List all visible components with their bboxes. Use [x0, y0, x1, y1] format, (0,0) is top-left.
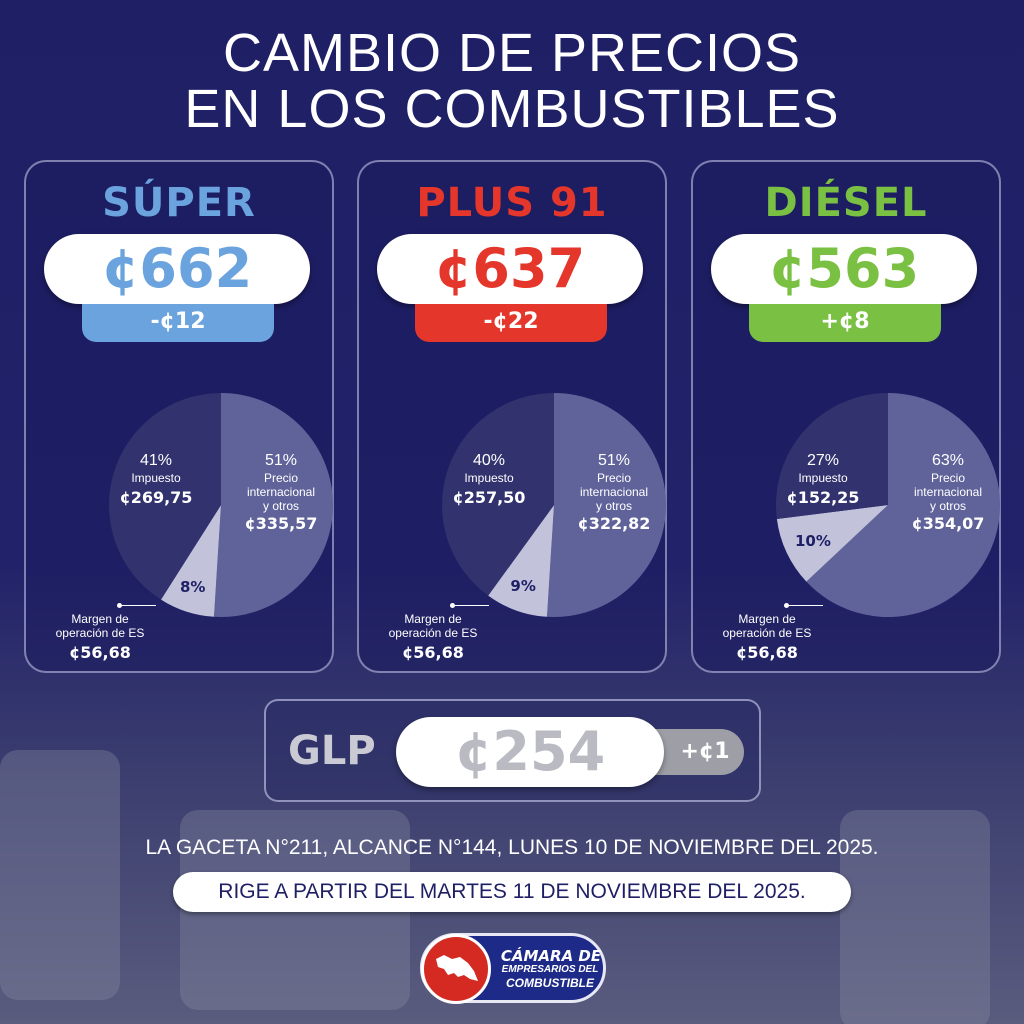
price-change-badge: -¢22	[415, 304, 607, 342]
logo-text-line2: EMPRESARIOS DEL	[501, 964, 599, 975]
margen-text1: Margen de	[738, 612, 796, 626]
effective-date-banner: RIGE A PARTIR DEL MARTES 11 DE NOVIEMBRE…	[173, 872, 851, 912]
precio-text3: y otros	[929, 499, 966, 513]
impuesto-text: Impuesto	[131, 471, 181, 485]
pie-slice-precio	[213, 393, 334, 617]
leader-dot	[117, 603, 122, 608]
precio-percent: 51%	[597, 452, 631, 469]
camara-logo: CÁMARA DE EMPRESARIOS DEL COMBUSTIBLE	[420, 933, 606, 1004]
pie-slice-margen	[160, 505, 221, 617]
impuesto-text: Impuesto	[464, 471, 514, 485]
margen-text2: operación de ES	[388, 626, 478, 640]
leader-dot	[784, 603, 789, 608]
gaceta-reference: LA GACETA N°211, ALCANCE N°144, LUNES 10…	[145, 836, 879, 859]
precio-amount: ¢335,57	[244, 514, 318, 533]
fuel-card: SÚPER ¢662 -¢12 41% Impuesto ¢269,75 51%…	[24, 160, 334, 673]
precio-text3: y otros	[262, 499, 299, 513]
precio-amount: ¢322,82	[577, 514, 651, 533]
impuesto-percent: 41%	[139, 452, 173, 469]
impuesto-amount: ¢269,75	[119, 488, 193, 507]
logo-text-line3: COMBUSTIBLE	[506, 976, 594, 990]
impuesto-label: 27% Impuesto ¢152,25	[775, 452, 871, 507]
glp-name: GLP	[288, 728, 376, 774]
margen-label: Margen de operación de ES ¢56,68	[717, 612, 817, 662]
fuel-card: DIÉSEL ¢563 +¢8 27% Impuesto ¢152,25 63%…	[691, 160, 1001, 673]
margen-percent: 8%	[180, 578, 206, 597]
impuesto-label: 41% Impuesto ¢269,75	[108, 452, 204, 507]
impuesto-percent: 40%	[472, 452, 506, 469]
pie-slice-impuesto	[776, 393, 888, 520]
costa-rica-map-icon	[421, 934, 491, 1004]
precio-text2: internacional	[913, 485, 983, 499]
margen-percent: 9%	[510, 577, 536, 596]
leader-line	[788, 605, 823, 606]
impuesto-percent: 27%	[806, 452, 840, 469]
margen-text1: Margen de	[71, 612, 129, 626]
pie-slice-margen	[776, 505, 888, 582]
margen-text1: Margen de	[404, 612, 462, 626]
precio-percent: 51%	[264, 452, 298, 469]
precio-text2: internacional	[246, 485, 316, 499]
margen-amount: ¢56,68	[69, 643, 131, 662]
impuesto-amount: ¢152,25	[786, 488, 860, 507]
precio-text1: Precio	[263, 471, 298, 485]
impuesto-label: 40% Impuesto ¢257,50	[441, 452, 537, 507]
glp-card: GLP +¢1 ¢254	[264, 699, 761, 802]
precio-text1: Precio	[930, 471, 965, 485]
price-change-badge: -¢12	[82, 304, 274, 342]
precio-text1: Precio	[596, 471, 631, 485]
price-breakdown-pie	[442, 393, 667, 617]
pie-slice-impuesto	[442, 393, 554, 596]
margen-amount: ¢56,68	[402, 643, 464, 662]
impuesto-text: Impuesto	[798, 471, 848, 485]
leader-dot	[450, 603, 455, 608]
precio-label: 51% Precio internacional y otros ¢322,82	[559, 452, 669, 533]
fuel-price: ¢637	[377, 234, 643, 304]
precio-percent: 63%	[931, 452, 965, 469]
impuesto-amount: ¢257,50	[452, 488, 526, 507]
margen-percent: 10%	[794, 532, 831, 551]
glp-price: ¢254	[396, 717, 664, 787]
fuel-card: PLUS 91 ¢637 -¢22 40% Impuesto ¢257,50 5…	[357, 160, 667, 673]
margen-text2: operación de ES	[722, 626, 812, 640]
logo-text-line1: CÁMARA DE	[500, 947, 602, 965]
fuel-pump-shape	[0, 750, 120, 1000]
fuel-name: DIÉSEL	[764, 180, 928, 226]
precio-text3: y otros	[595, 499, 632, 513]
fuel-name: SÚPER	[102, 180, 256, 226]
price-breakdown-pie	[108, 393, 334, 617]
price-change-badge: +¢8	[749, 304, 941, 342]
fuel-name: PLUS 91	[416, 180, 608, 226]
pie-slice-precio	[546, 393, 667, 617]
margen-amount: ¢56,68	[736, 643, 798, 662]
price-breakdown-pie	[776, 393, 1000, 617]
pie-slice-precio	[806, 393, 1000, 617]
leader-line	[121, 605, 156, 606]
precio-label: 63% Precio internacional y otros ¢354,07	[893, 452, 1003, 533]
fuel-price: ¢662	[44, 234, 310, 304]
margen-label: Margen de operación de ES ¢56,68	[50, 612, 150, 662]
fuel-nozzle-shape	[840, 810, 990, 1024]
leader-line	[454, 605, 489, 606]
fuel-price: ¢563	[711, 234, 977, 304]
precio-label: 51% Precio internacional y otros ¢335,57	[226, 452, 336, 533]
pie-slice-margen	[488, 505, 554, 617]
precio-amount: ¢354,07	[911, 514, 985, 533]
margen-text2: operación de ES	[55, 626, 145, 640]
page-title-line1: CAMBIO DE PRECIOS	[222, 23, 802, 83]
margen-label: Margen de operación de ES ¢56,68	[383, 612, 483, 662]
precio-text2: internacional	[579, 485, 649, 499]
page-title-line2: EN LOS COMBUSTIBLES	[184, 79, 840, 139]
pie-slice-impuesto	[108, 393, 221, 600]
